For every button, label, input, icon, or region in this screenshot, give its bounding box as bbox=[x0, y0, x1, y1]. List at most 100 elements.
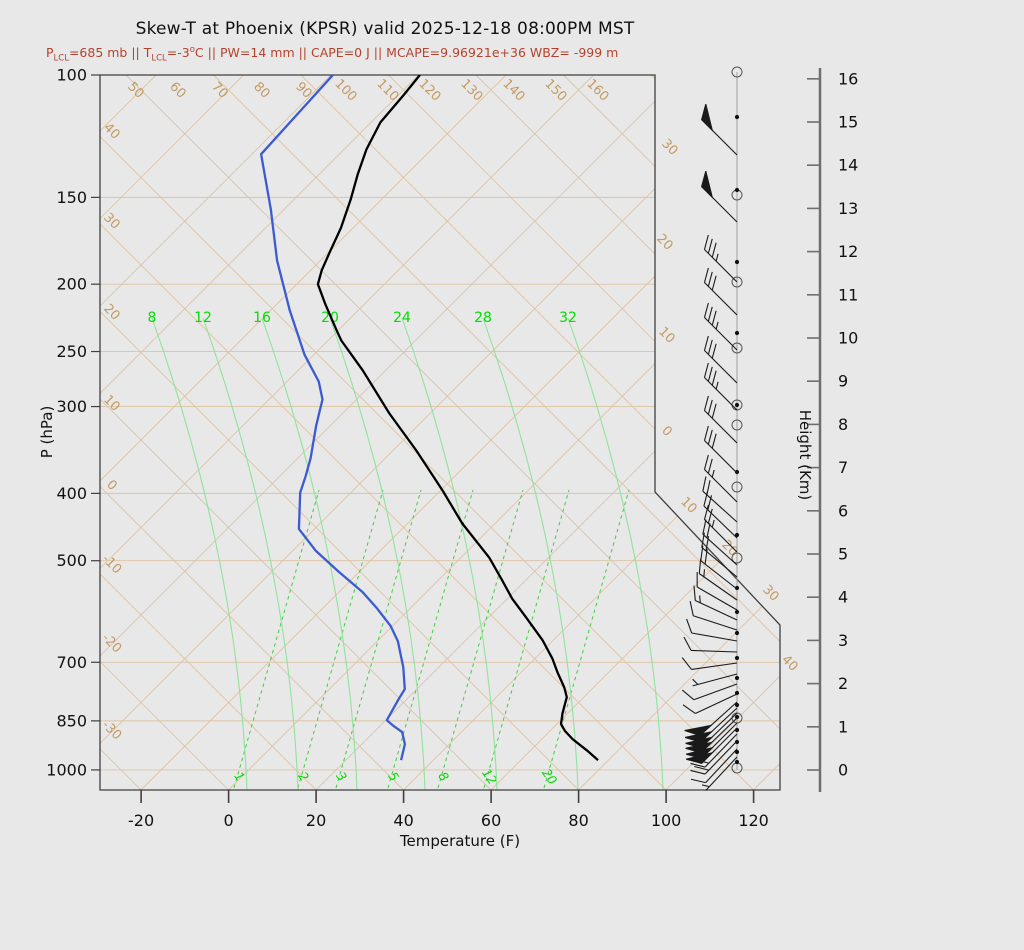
adiabat-left-label: 20 bbox=[100, 301, 122, 323]
isotherm-line bbox=[100, 75, 507, 790]
moist-adiabat-line bbox=[567, 317, 664, 790]
wind-barb bbox=[682, 693, 738, 714]
wind-barb-stem bbox=[704, 440, 738, 474]
mixing-ratio-label: 3 bbox=[333, 769, 350, 784]
isotherm-line bbox=[100, 75, 682, 790]
wind-barb-feather bbox=[711, 403, 717, 419]
isotherm-line bbox=[578, 75, 780, 790]
wind-barb bbox=[685, 712, 738, 749]
wind-barb bbox=[686, 618, 738, 642]
km-dot-marker bbox=[734, 749, 740, 755]
wind-barb-feather bbox=[706, 523, 711, 539]
wind-barb-feather bbox=[686, 618, 693, 634]
km-dot-marker bbox=[734, 609, 740, 615]
pressure-tick-label: 500 bbox=[56, 551, 87, 570]
wind-barb bbox=[703, 491, 738, 539]
wind-barb-feather bbox=[689, 600, 694, 616]
isotherm-line bbox=[490, 75, 780, 790]
km-dot-marker bbox=[734, 585, 740, 591]
pressure-tick-label: 1000 bbox=[46, 760, 87, 779]
right-edge-label: 30 bbox=[759, 582, 781, 604]
pressure-tick-label: 400 bbox=[56, 484, 87, 503]
wind-barb-feather bbox=[703, 395, 709, 411]
wind-barb-stem bbox=[701, 547, 738, 578]
wind-barb-feather bbox=[702, 519, 707, 535]
subtitle-lcl-subscript: LCL bbox=[53, 53, 69, 64]
dry-adiabat-line bbox=[213, 75, 780, 790]
mixing-ratio-line bbox=[335, 489, 422, 789]
km-dot-marker bbox=[734, 259, 740, 265]
wind-barb bbox=[701, 756, 738, 792]
wind-barb-pennant bbox=[686, 751, 715, 764]
mixing-ratio-lines bbox=[233, 489, 630, 789]
height-tick-label: 6 bbox=[838, 501, 848, 520]
dry-adiabat-line bbox=[100, 75, 142, 790]
moist-adiabat-label: 28 bbox=[474, 310, 492, 326]
temperature-grid-labels: 50 60 70 80 90 100 110 120 130 140 150 160403020100… bbox=[99, 76, 801, 743]
isotherm-top-label: 110 bbox=[373, 76, 401, 104]
wind-barb-feather bbox=[700, 545, 704, 561]
dewpoint-trace bbox=[259, 75, 407, 761]
wind-barb-pennant bbox=[685, 741, 714, 754]
temperature-tick-label: 120 bbox=[738, 811, 769, 830]
wind-barb-feather bbox=[707, 339, 713, 355]
subtitle-p: P bbox=[46, 45, 54, 61]
level-circle-marker bbox=[731, 276, 743, 288]
mixing-ratio-line bbox=[297, 489, 384, 789]
pressure-tick-label: 150 bbox=[56, 188, 87, 207]
wind-barb-pennant bbox=[684, 724, 713, 737]
isotherm-line bbox=[1016, 75, 1024, 790]
moist-adiabat-line bbox=[482, 317, 579, 790]
wind-barb-feather bbox=[683, 636, 692, 651]
pressure-tick-label: 200 bbox=[56, 275, 87, 294]
wind-barb bbox=[698, 558, 738, 601]
wind-barb-stem bbox=[704, 377, 738, 411]
wind-barb bbox=[703, 267, 738, 316]
wind-barb-stem bbox=[700, 560, 738, 590]
isotherm-line bbox=[140, 75, 780, 790]
wind-barb bbox=[701, 171, 738, 223]
dry-adiabat-line bbox=[100, 75, 229, 790]
wind-barb bbox=[703, 362, 738, 411]
wind-barb bbox=[701, 104, 738, 156]
height-tick-label: 3 bbox=[838, 631, 848, 650]
adiabat-left-label: -10 bbox=[99, 552, 125, 578]
wind-barb bbox=[693, 585, 738, 621]
wind-barb-stem bbox=[692, 673, 738, 687]
km-dot-marker bbox=[734, 759, 740, 765]
isotherm-top-label: 70 bbox=[208, 79, 230, 101]
dry-adiabat-line bbox=[125, 75, 780, 790]
height-tick-label: 15 bbox=[838, 113, 858, 132]
dry-adiabat-line bbox=[100, 75, 404, 790]
subtitle-seg1: =685 mb || T bbox=[68, 45, 152, 61]
wind-barb-feather bbox=[705, 536, 710, 552]
pressure-tick-label: 100 bbox=[56, 66, 87, 85]
height-tick-label: 12 bbox=[838, 242, 858, 261]
km-dot-marker bbox=[734, 187, 740, 193]
dry-adiabat-line bbox=[100, 75, 754, 790]
wind-barb-pennant bbox=[684, 730, 714, 743]
wind-barb-feather bbox=[690, 769, 706, 775]
wind-barb-feather bbox=[694, 758, 709, 764]
wind-barb-feather bbox=[707, 399, 713, 415]
adiabat-left-label: 30 bbox=[100, 210, 122, 232]
subtitle-lcl2-subscript: LCL bbox=[151, 53, 167, 64]
isotherm-line bbox=[100, 75, 769, 790]
moist-adiabat-label: 20 bbox=[321, 310, 339, 326]
isotherm-top-label: 80 bbox=[250, 79, 272, 101]
wind-barb-feather bbox=[681, 657, 692, 670]
height-tick-label: 13 bbox=[838, 199, 858, 218]
wind-barb-stem bbox=[699, 573, 738, 601]
wind-barb-feather bbox=[681, 689, 695, 701]
isotherm-line bbox=[228, 75, 780, 790]
wind-barb-stem bbox=[695, 600, 738, 621]
wind-barb-half-feather bbox=[703, 569, 706, 577]
temperature-tick-label: 20 bbox=[306, 811, 326, 830]
moist-adiabat-line bbox=[261, 317, 358, 790]
wind-barb bbox=[690, 748, 738, 784]
isotherm-top-label: 140 bbox=[499, 76, 527, 104]
adiabat-left-label: 0 bbox=[103, 477, 119, 493]
wind-barb bbox=[703, 395, 738, 444]
wind-barb-feather bbox=[701, 532, 705, 548]
